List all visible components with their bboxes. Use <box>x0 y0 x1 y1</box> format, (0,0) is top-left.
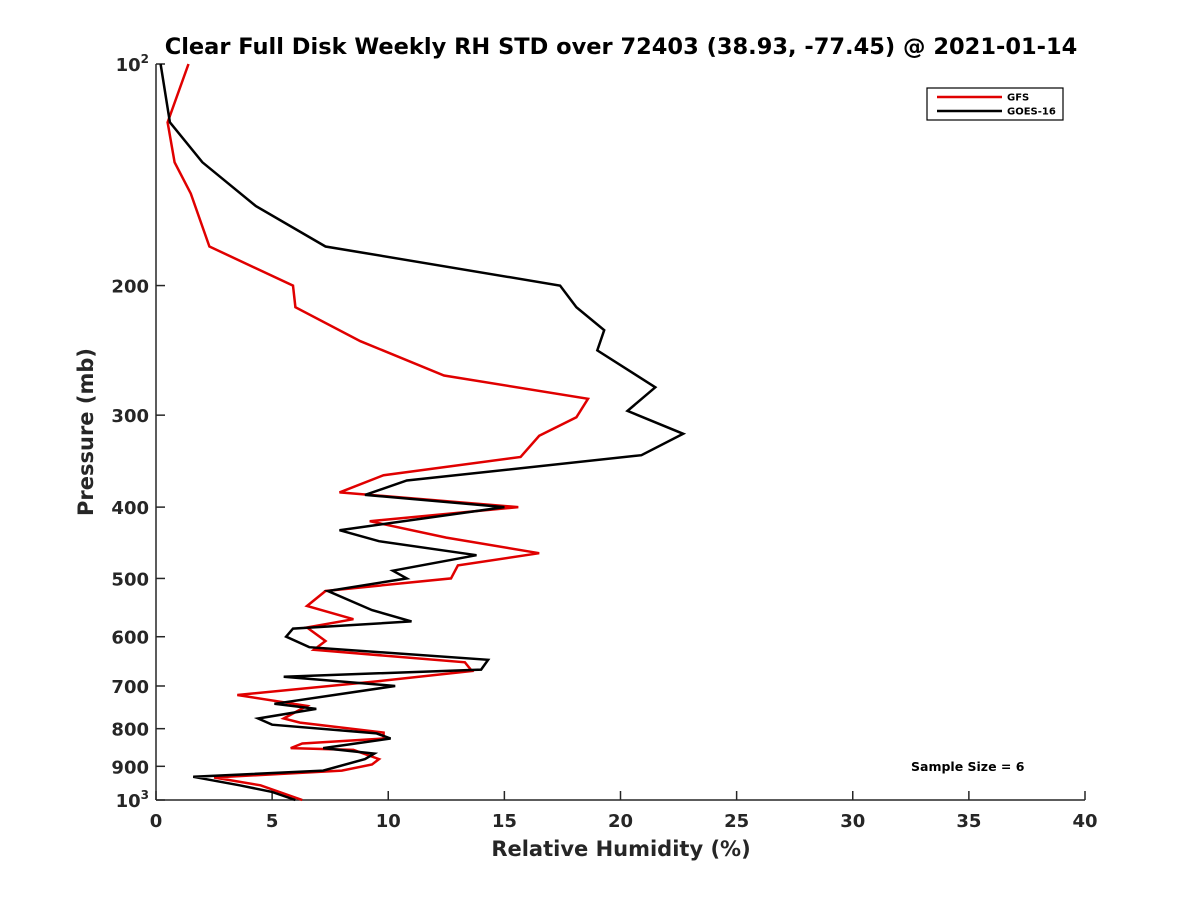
y-tick-label: 900 <box>111 757 149 778</box>
x-tick-label: 15 <box>492 811 517 832</box>
x-tick-label: 35 <box>956 811 981 832</box>
y-tick-label: 102 <box>116 52 149 76</box>
y-tick-label: 103 <box>116 788 149 812</box>
plot-area: 0 5 10 15 20 25 30 35 40 102 200 300 400 500 600 700 80… <box>111 52 1097 832</box>
series-line-goes-16 <box>159 63 687 802</box>
x-tick-label: 10 <box>376 811 401 832</box>
x-tick-label: 20 <box>608 811 633 832</box>
legend-box <box>926 87 1064 121</box>
y-tick-label: 300 <box>111 406 149 427</box>
x-tick-label: 25 <box>724 811 749 832</box>
chart-title: Clear Full Disk Weekly RH STD over 72403… <box>165 34 1078 60</box>
legend-label-gfs: GFS <box>1007 93 1029 104</box>
x-ticks: 0 5 10 15 20 25 30 35 40 <box>150 791 1098 832</box>
y-ticks: 102 200 300 400 500 600 700 800 900 103 <box>111 52 165 812</box>
x-tick-label: 40 <box>1072 811 1097 832</box>
y-tick-label: 400 <box>111 498 149 519</box>
y-tick-label: 700 <box>111 677 149 698</box>
y-axis-label: Pressure (mb) <box>74 348 98 516</box>
y-tick-label: 600 <box>111 628 149 649</box>
x-tick-label: 5 <box>266 811 279 832</box>
series-lines <box>159 63 687 802</box>
sample-size-annotation: Sample Size = 6 <box>911 759 1025 774</box>
legend: GFS GOES-16 <box>926 87 1064 121</box>
x-tick-label: 0 <box>150 811 163 832</box>
x-axis-label: Relative Humidity (%) <box>491 837 750 861</box>
x-tick-label: 30 <box>840 811 865 832</box>
y-tick-label: 500 <box>111 569 149 590</box>
y-tick-label: 800 <box>111 720 149 741</box>
y-tick-label: 200 <box>111 277 149 298</box>
legend-label-goes16: GOES-16 <box>1007 107 1056 118</box>
series-line-gfs <box>166 63 591 802</box>
